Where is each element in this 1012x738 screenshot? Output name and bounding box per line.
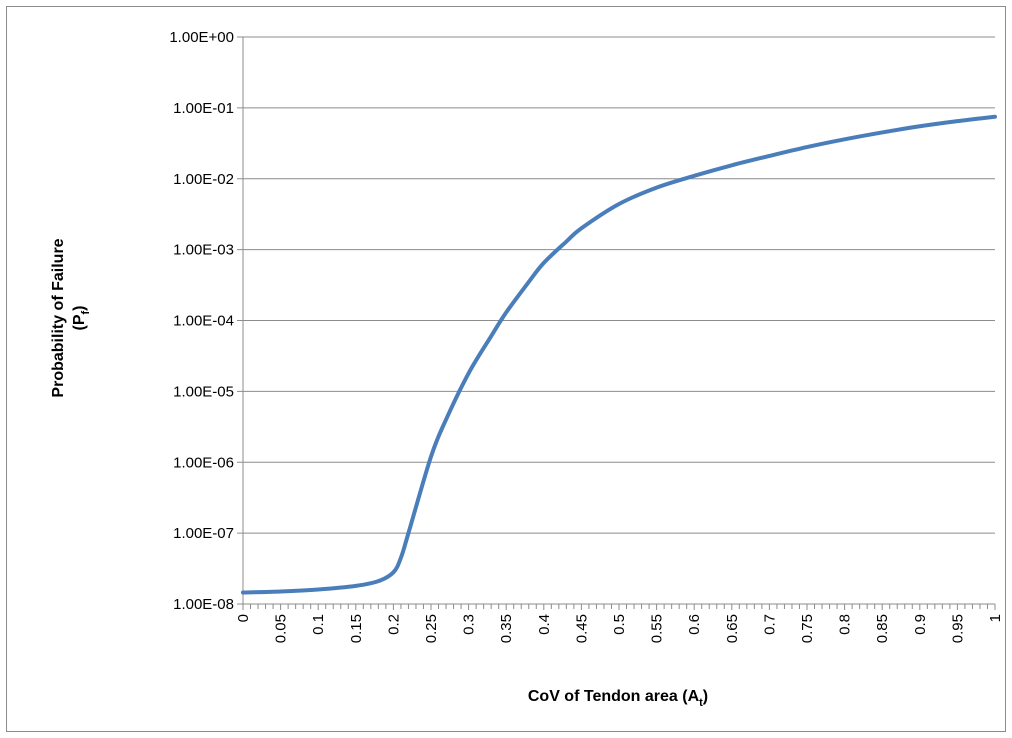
y-tick-label: 1.00E-02: [173, 171, 234, 188]
y-tick-labels: 1.00E-08 1.00E-07 1.00E-06 1.00E-05 1.00E-04…: [169, 29, 234, 613]
y-axis-title: Probability of Failure (Pf): [50, 238, 92, 397]
x-tick-label: 0.1: [310, 614, 327, 635]
x-tick-label: 0.5: [611, 614, 628, 635]
x-tick-label: 0.55: [649, 614, 666, 643]
x-tick-label: 0.4: [536, 614, 553, 635]
x-tick-label: 0.75: [799, 614, 816, 643]
series-layer: [241, 114, 997, 595]
x-tick-label: 0.35: [498, 614, 515, 643]
x-axis-title: CoV of Tendon area (At): [528, 688, 708, 709]
y-tick-label: 1.00E+00: [169, 29, 234, 46]
x-tick-label: 0.8: [837, 614, 854, 635]
x-tick-label: 0.25: [423, 614, 440, 643]
y-axis-title-line1: Probability of Failure: [50, 238, 67, 397]
x-tick-label: 0.9: [912, 614, 929, 635]
x-tick-label: 0.65: [724, 614, 741, 643]
y-tick-label: 1.00E-04: [173, 313, 234, 330]
x-tick-labels: 0 0.05 0.1 0.15 0.2 0.25 0.3 0.35 0.4 0.45 0.5 0.55…: [235, 614, 1004, 643]
x-tick-label: 0.7: [761, 614, 778, 635]
x-tick-label: 0.15: [348, 614, 365, 643]
y-tick-label: 1.00E-06: [173, 454, 234, 471]
chart-frame: 1.00E-08 1.00E-07 1.00E-06 1.00E-05 1.00E-04…: [6, 6, 1006, 732]
y-tick-label: 1.00E-05: [173, 383, 234, 400]
x-tick-label: 0.95: [949, 614, 966, 643]
gridlines: [243, 36, 995, 534]
axes: [237, 36, 996, 610]
x-tick-label: 0.85: [874, 614, 891, 643]
series-line: [241, 114, 997, 595]
y-tick-label: 1.00E-07: [173, 525, 234, 542]
x-tick-label: 0: [235, 614, 252, 622]
x-tick-label: 0.2: [385, 614, 402, 635]
probability-of-failure-chart: 1.00E-08 1.00E-07 1.00E-06 1.00E-05 1.00E-04…: [50, 29, 1004, 709]
y-axis-title-line2: (Pf): [71, 306, 92, 331]
y-tick-label: 1.00E-03: [173, 242, 234, 259]
x-tick-label: 0.6: [686, 614, 703, 635]
x-tick-label: 0.05: [273, 614, 290, 643]
y-tick-label: 1.00E-01: [173, 100, 234, 117]
y-tick-label: 1.00E-08: [173, 596, 234, 613]
x-tick-label: 1: [987, 614, 1004, 622]
x-tick-label: 0.45: [573, 614, 590, 643]
x-tick-label: 0.3: [461, 614, 478, 635]
